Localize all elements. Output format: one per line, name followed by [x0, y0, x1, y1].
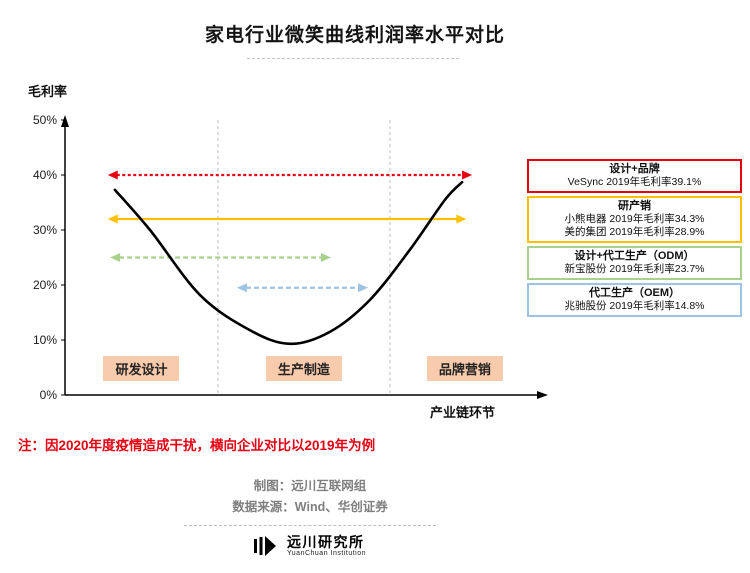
range-arrowhead-right: [358, 283, 369, 293]
y-tick-label: 40%: [33, 168, 57, 182]
range-arrowhead-right: [321, 253, 331, 262]
legend-entry: VeSync 2019年毛利率39.1%: [567, 176, 702, 188]
stage-label: 品牌营销: [426, 356, 503, 381]
legend-title: 设计+品牌: [609, 163, 660, 175]
legend-box: 设计+品牌 VeSync 2019年毛利率39.1%: [527, 159, 742, 193]
source-line: 数据来源：Wind、华创证券: [232, 500, 388, 514]
legend-entry: 小熊电器 2019年毛利率34.3%: [564, 213, 705, 225]
stage-label: 生产制造: [265, 356, 342, 381]
legend-title: 研产销: [618, 200, 651, 212]
range-arrowhead-left: [236, 283, 247, 293]
legend-entry: 新宝股份 2019年毛利率23.7%: [564, 263, 705, 275]
y-tick-label: 0%: [40, 388, 58, 402]
stage-label: 研发设计: [103, 356, 180, 381]
range-arrowhead-left: [110, 253, 121, 262]
smile-chart-canvas: 0% 10% 20% 30% 40% 50%: [33, 113, 548, 402]
range-arrowhead-right: [456, 214, 467, 224]
smile-curve: [113, 180, 464, 346]
logo-subtitle: YuanChuan Institution: [287, 550, 366, 557]
page-title: 家电行业微笑曲线利润率水平对比: [204, 25, 505, 46]
y-axis-label: 毛利率: [28, 84, 68, 99]
yuanchuan-logo: 远川研究所 YuanChuan Institution: [0, 535, 620, 557]
y-tick-label: 30%: [33, 223, 57, 237]
range-arrowhead-left: [107, 214, 118, 224]
yuanchuan-logo-icon: [254, 536, 276, 556]
logo-name: 远川研究所: [287, 534, 365, 550]
legend-entry: 美的集团 2019年毛利率28.9%: [564, 226, 705, 238]
legend-box: 代工生产（OEM） 兆驰股份 2019年毛利率14.8%: [527, 283, 742, 317]
logo-text: 远川研究所 YuanChuan Institution: [287, 534, 366, 558]
footnote: 注：因2020年度疫情造成干扰，横向企业对比以2019年为例: [18, 438, 376, 453]
stage-labels-row: 研发设计 生产制造 品牌营销: [0, 356, 560, 382]
legend-title: 代工生产（OEM）: [588, 287, 681, 299]
legend-title: 设计+代工生产（ODM）: [574, 250, 695, 262]
y-tick-label: 10%: [33, 333, 57, 347]
legend-box: 设计+代工生产（ODM） 新宝股份 2019年毛利率23.7%: [527, 246, 742, 280]
legend-box: 研产销 小熊电器 2019年毛利率34.3% 美的集团 2019年毛利率28.9%: [527, 196, 742, 243]
footer: 制图：远川互联网组 数据来源：Wind、华创证券 远川研究所 YuanChuan…: [0, 476, 620, 557]
legend-panel: 设计+品牌 VeSync 2019年毛利率39.1% 研产销 小熊电器 2019年毛利…: [527, 159, 742, 320]
y-tick-label: 50%: [33, 113, 57, 127]
y-axis-arrowhead: [61, 115, 69, 127]
title-divider: [247, 58, 459, 59]
x-axis-label: 产业链环节: [430, 405, 496, 420]
x-axis-arrowhead: [537, 391, 548, 399]
legend-entry: 兆驰股份 2019年毛利率14.8%: [564, 300, 705, 312]
range-arrowhead-right: [462, 170, 473, 180]
credit-line: 制图：远川互联网组: [253, 479, 367, 493]
range-arrowhead-left: [107, 170, 118, 180]
footer-divider: [184, 525, 436, 526]
y-tick-label: 20%: [33, 278, 57, 292]
